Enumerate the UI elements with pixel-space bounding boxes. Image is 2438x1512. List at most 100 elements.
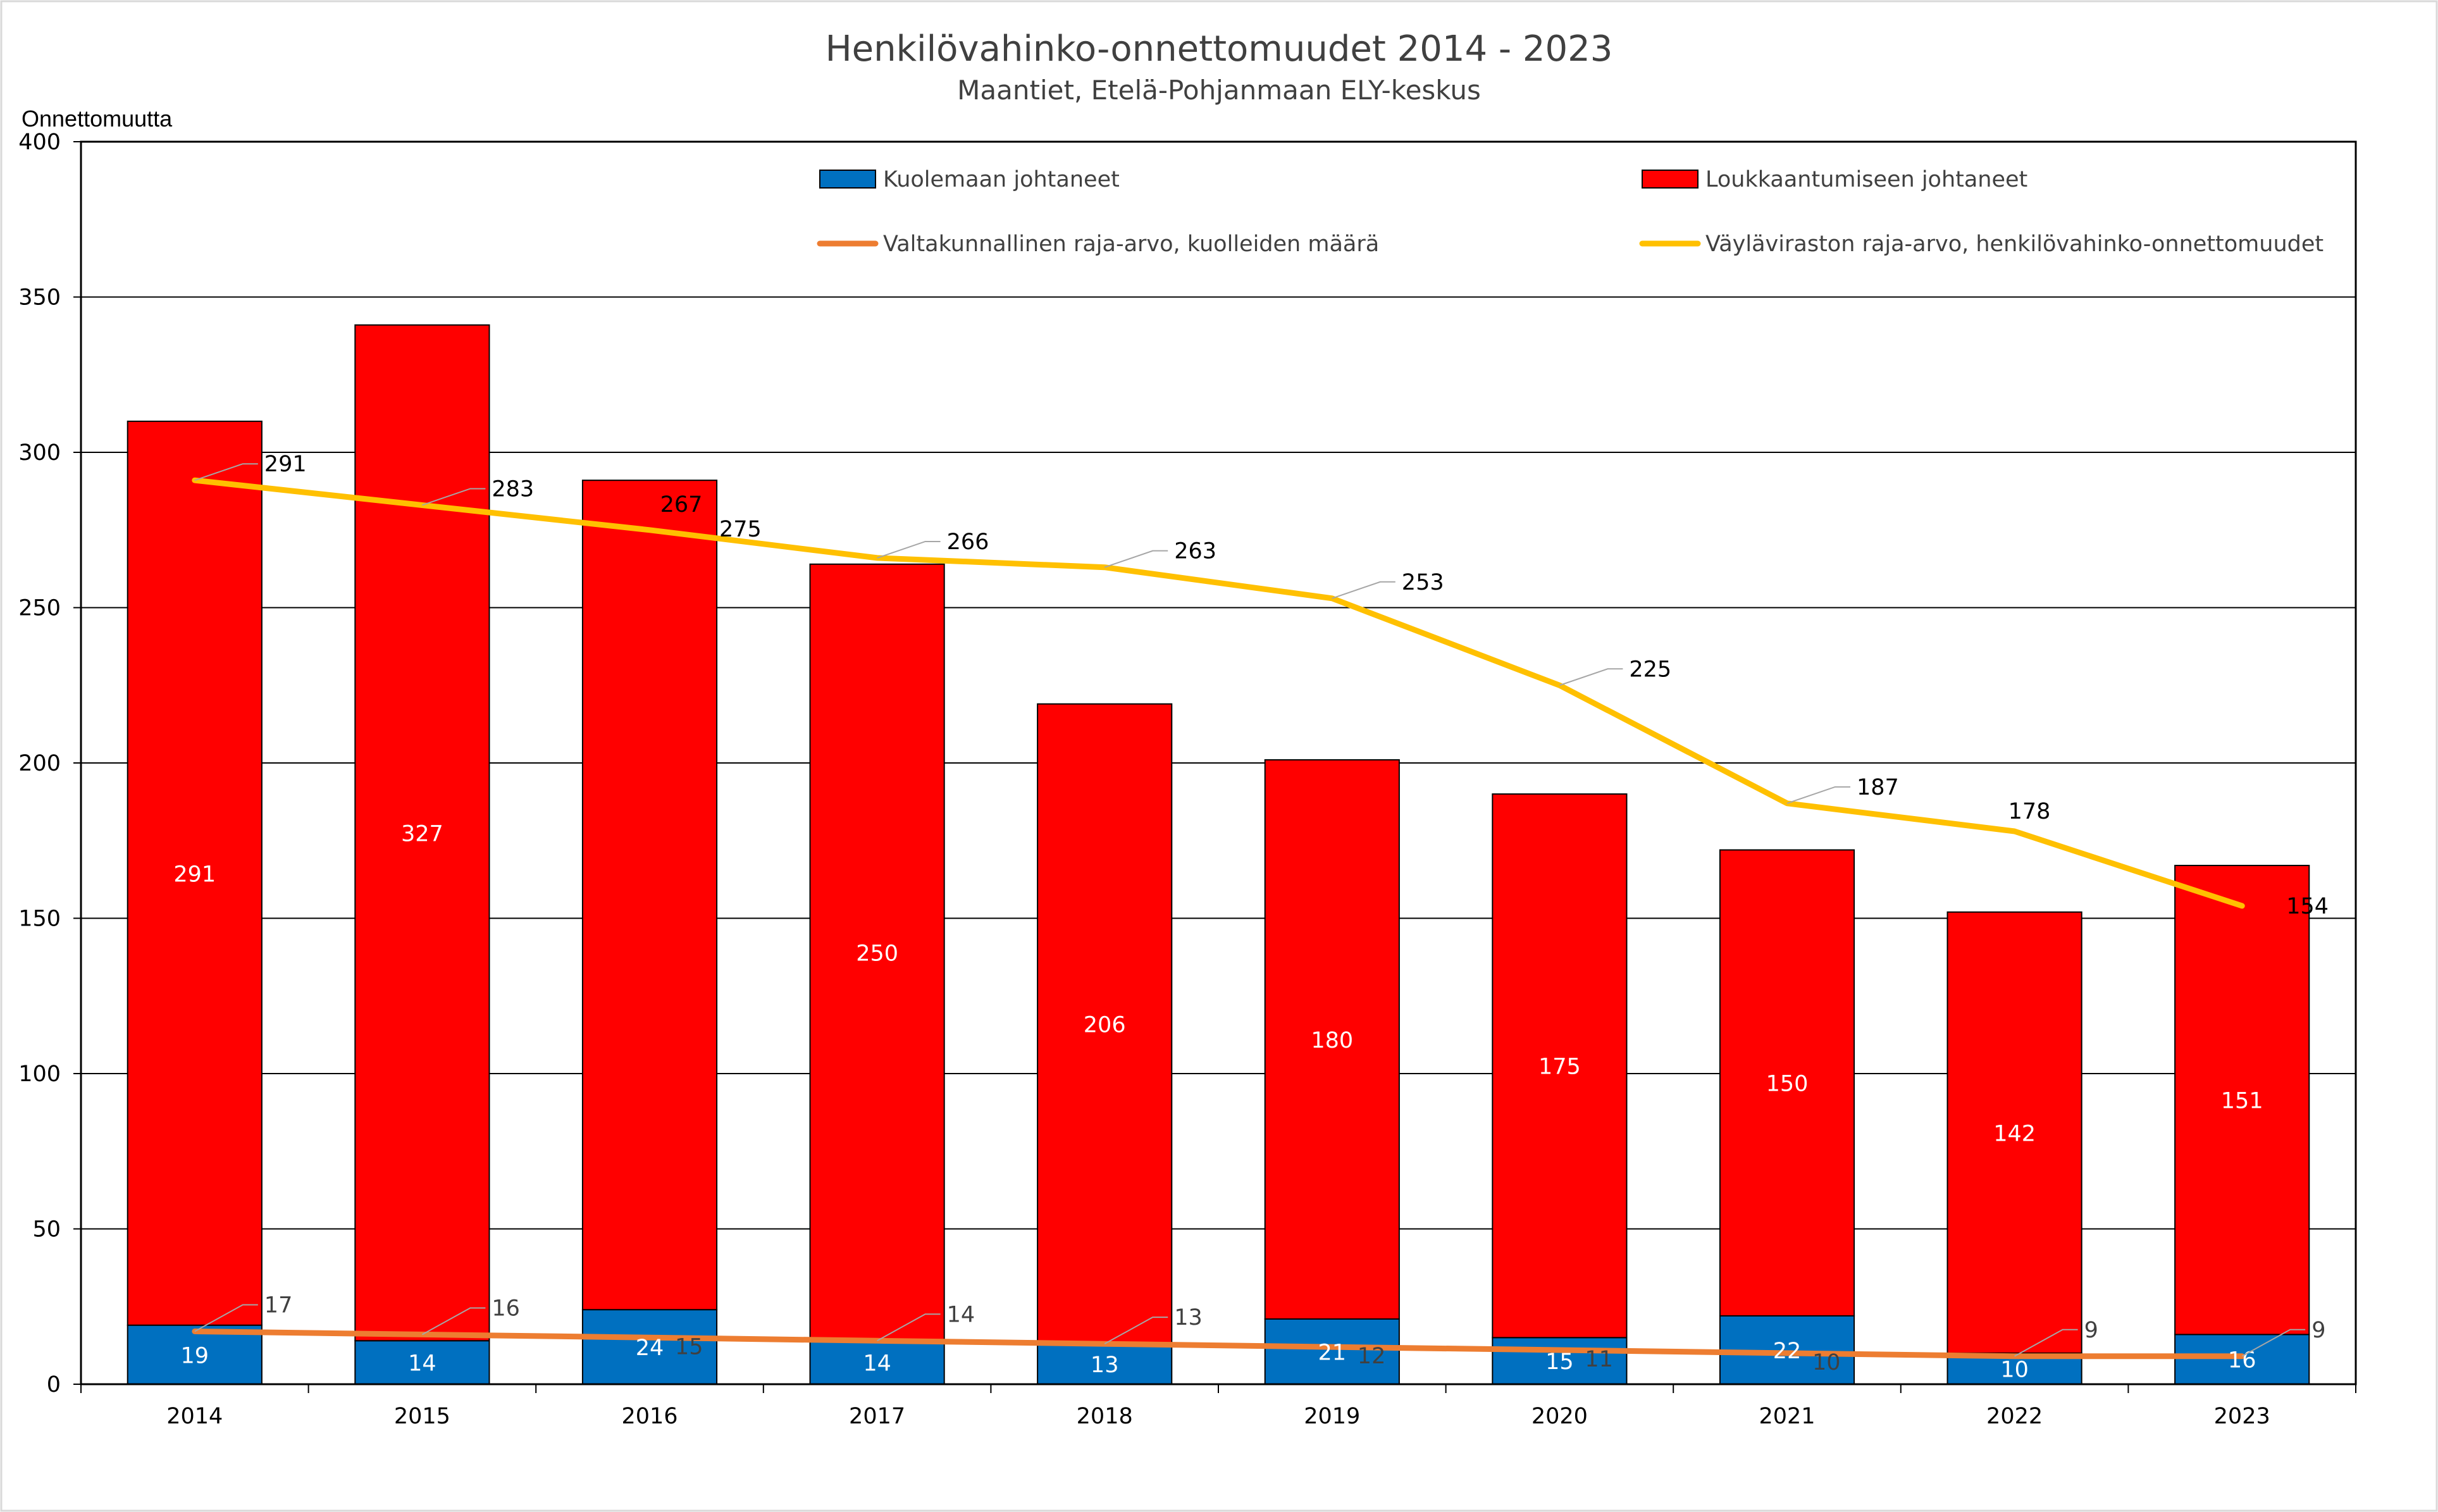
label-loukkaantumiseen-2015: 327: [401, 821, 443, 846]
label-valtakunnallinen-2022-leader: [2014, 1329, 2078, 1357]
legend-label-0: Kuolemaan johtaneet: [883, 167, 1120, 192]
label-loukkaantumiseen-2023: 151: [2221, 1089, 2263, 1114]
label-valtakunnallinen-2023-leader: [2241, 1329, 2306, 1357]
label-kuolemaan-2016: 24: [636, 1335, 664, 1361]
label-vaylavirasto-2021: 187: [1857, 775, 1899, 800]
label-kuolemaan-2014: 19: [181, 1343, 209, 1368]
x-tick-label-2021: 2021: [1759, 1404, 1815, 1429]
x-tick-label-2016: 2016: [621, 1404, 678, 1429]
label-valtakunnallinen-2014: 17: [264, 1293, 293, 1318]
chart-title: Henkilövahinko-onnettomuudet 2014 - 2023: [826, 28, 1613, 70]
label-kuolemaan-2015: 14: [408, 1351, 436, 1377]
x-tick-label-2018: 2018: [1077, 1404, 1133, 1429]
label-valtakunnallinen-2020: 11: [1585, 1347, 1613, 1372]
label-vaylavirasto-2018-leader: [1104, 550, 1168, 568]
chart-subtitle: Maantiet, Etelä-Pohjanmaan ELY-keskus: [957, 75, 1481, 106]
label-valtakunnallinen-2019: 12: [1358, 1344, 1386, 1369]
label-vaylavirasto-2015-leader: [422, 488, 486, 506]
label-vaylavirasto-2014-leader: [194, 463, 258, 481]
axes: 0 50 100 150 200 250 300 350 400 2014 2015 2016 2017…: [18, 130, 2357, 1429]
label-loukkaantumiseen-2018: 206: [1084, 1012, 1126, 1038]
y-tick-label: 300: [18, 440, 61, 466]
label-kuolemaan-2023: 16: [2228, 1348, 2256, 1373]
bar-loukkaantumiseen-2015: [354, 324, 490, 1342]
label-valtakunnallinen-2015: 16: [492, 1296, 520, 1321]
label-loukkaantumiseen-2020: 175: [1538, 1055, 1581, 1080]
x-tick-label-2022: 2022: [1986, 1404, 2043, 1429]
y-axis-label: Onnettomuutta: [22, 106, 173, 132]
bar-kuolemaan-2018: [1037, 1343, 1173, 1385]
label-loukkaantumiseen-2022: 142: [1993, 1121, 2036, 1146]
x-tick-label-2017: 2017: [849, 1404, 905, 1429]
y-tick-label: 400: [18, 130, 61, 155]
bar-kuolemaan-2015: [354, 1340, 490, 1385]
label-kuolemaan-2019: 21: [1318, 1340, 1347, 1365]
bar-kuolemaan-2019: [1264, 1318, 1400, 1385]
line-valtakunnallinen: [192, 1329, 2245, 1360]
y-tick-label: 350: [18, 285, 61, 311]
lines: [192, 477, 2245, 1360]
data-labels: 19 291 14 327 24 267 14 250 13 206 21 180 15 175 22 150…: [173, 452, 2329, 1382]
bar-loukkaantumiseen-2020: [1492, 793, 1628, 1339]
bar-loukkaantumiseen-2017: [809, 563, 945, 1342]
bar-loukkaantumiseen-2016: [581, 480, 718, 1311]
x-tick-label-2015: 2015: [394, 1404, 450, 1429]
label-vaylavirasto-2014: 291: [264, 452, 307, 477]
label-vaylavirasto-2019: 253: [1402, 570, 1444, 595]
bar-loukkaantumiseen-2019: [1264, 759, 1400, 1320]
bar-loukkaantumiseen-2018: [1037, 703, 1173, 1345]
bar-kuolemaan-2023: [2174, 1334, 2310, 1385]
label-loukkaantumiseen-2016: 267: [660, 492, 703, 517]
line-vaylavirasto: [192, 477, 2245, 909]
label-loukkaantumiseen-2017: 250: [856, 941, 898, 967]
label-vaylavirasto-2023: 154: [2286, 894, 2329, 919]
y-tick-label: 150: [18, 907, 61, 932]
legend: Kuolemaan johtaneet Loukkaantumiseen joht…: [817, 167, 2324, 257]
label-vaylavirasto-2021-leader: [1786, 786, 1850, 804]
label-loukkaantumiseen-2021: 150: [1766, 1072, 1809, 1097]
y-tick-label: 100: [18, 1062, 61, 1087]
label-loukkaantumiseen-2019: 180: [1311, 1028, 1353, 1053]
bar-loukkaantumiseen-2014: [127, 420, 263, 1326]
label-valtakunnallinen-2015-leader: [421, 1307, 486, 1335]
label-vaylavirasto-2022: 178: [2008, 799, 2051, 824]
legend-label-2: Valtakunnallinen raja-arvo, kuolleiden m…: [883, 232, 1379, 257]
label-vaylavirasto-2018: 263: [1174, 539, 1216, 564]
y-tick-label: 50: [32, 1217, 61, 1242]
bar-kuolemaan-2014: [127, 1324, 263, 1385]
x-tick-label-2020: 2020: [1531, 1404, 1588, 1429]
label-kuolemaan-2018: 13: [1091, 1353, 1119, 1378]
label-loukkaantumiseen-2014: 291: [173, 862, 216, 887]
label-vaylavirasto-2017-leader: [877, 540, 941, 559]
x-tick-label-2019: 2019: [1304, 1404, 1360, 1429]
label-valtakunnallinen-2014-leader: [194, 1304, 258, 1332]
label-vaylavirasto-2020: 225: [1629, 657, 1671, 682]
label-valtakunnallinen-2018-leader: [1104, 1317, 1168, 1345]
label-valtakunnallinen-2023: 9: [2311, 1318, 2325, 1343]
bar-loukkaantumiseen-2022: [1946, 911, 2082, 1354]
x-tick-label-2023: 2023: [2214, 1404, 2270, 1429]
bar-loukkaantumiseen-2021: [1719, 849, 1855, 1317]
label-kuolemaan-2022: 10: [2000, 1357, 2029, 1382]
label-vaylavirasto-2015: 283: [492, 476, 534, 502]
label-kuolemaan-2021: 22: [1773, 1339, 1802, 1364]
label-valtakunnallinen-2016: 15: [675, 1334, 703, 1360]
label-valtakunnallinen-2021: 10: [1812, 1350, 1841, 1375]
label-valtakunnallinen-2022: 9: [2084, 1318, 2098, 1343]
label-vaylavirasto-2017: 266: [947, 530, 989, 555]
legend-swatch-1: [1642, 170, 1699, 189]
label-valtakunnallinen-2017-leader: [877, 1313, 941, 1342]
x-tick-label-2014: 2014: [166, 1404, 223, 1429]
label-vaylavirasto-2020-leader: [1559, 668, 1623, 686]
y-tick-label: 0: [47, 1372, 61, 1397]
legend-label-3: Väyläviraston raja-arvo, henkilövahinko-…: [1705, 232, 2324, 257]
legend-label-1: Loukkaantumiseen johtaneet: [1705, 167, 2027, 192]
legend-swatch-0: [819, 170, 876, 189]
label-kuolemaan-2020: 15: [1545, 1349, 1574, 1375]
label-kuolemaan-2017: 14: [863, 1351, 891, 1377]
bar-kuolemaan-2016: [581, 1309, 718, 1385]
label-valtakunnallinen-2018: 13: [1174, 1305, 1203, 1330]
bars: [127, 324, 2310, 1385]
y-tick-label: 250: [18, 596, 61, 621]
